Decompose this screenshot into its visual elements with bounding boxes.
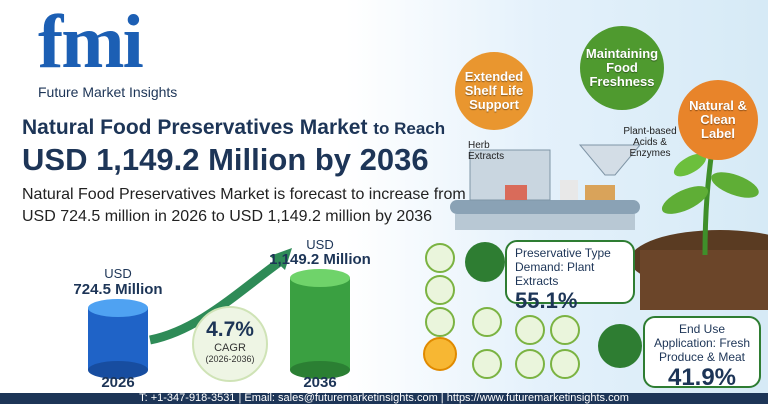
headline-2: USD 1,149.2 Million by 2036 xyxy=(22,142,429,177)
bar-value: 724.5 Million xyxy=(73,281,163,298)
bar-year: 2026 xyxy=(101,374,135,391)
headline-suffix: to Reach xyxy=(373,119,446,138)
cagr-period: (2026-2036) xyxy=(205,354,255,364)
bubble: Maintaining Food Freshness xyxy=(580,26,664,110)
card-label: End Use Application: Fresh Produce & Mea… xyxy=(653,322,751,364)
headline-1: Natural Food Preservatives Market to Rea… xyxy=(22,116,445,140)
bar-year: 2036 xyxy=(303,374,337,391)
card-value: 41.9% xyxy=(667,364,737,391)
bar-unit: USD xyxy=(306,237,334,252)
headline-text: Natural Food Preservatives Market xyxy=(22,116,368,139)
summary: USD 724.5 million in 2026 to USD 1,149.2… xyxy=(22,208,433,225)
bubble: Natural & Clean Label xyxy=(678,80,758,160)
summary: Natural Food Preservatives Market is for… xyxy=(22,186,466,203)
bar-value: 1,149.2 Million xyxy=(269,251,371,268)
logo-mark: fmi xyxy=(38,0,144,84)
cagr-badge: 4.7% CAGR (2026-2036) xyxy=(192,306,268,382)
stat-card: Preservative Type Demand: Plant Extracts… xyxy=(505,240,635,313)
stat-card: End Use Application: Fresh Produce & Mea… xyxy=(643,316,761,391)
logo-name: Future Market Insights xyxy=(38,84,178,100)
cagr-label: CAGR xyxy=(214,342,246,354)
cagr-value: 4.7% xyxy=(206,318,254,341)
card-value: 55.1% xyxy=(515,288,578,313)
card-label: Preservative Type Demand: Plant Extracts xyxy=(515,246,611,288)
bar-unit: USD xyxy=(104,266,132,281)
footer: T: +1-347-918-3531 | Email: sales@future… xyxy=(139,392,629,404)
process-label: Herb Extracts xyxy=(468,140,505,162)
bubble: Extended Shelf Life Support xyxy=(455,52,533,130)
process-label: Plant-based Acids & Enzymes xyxy=(623,126,677,159)
